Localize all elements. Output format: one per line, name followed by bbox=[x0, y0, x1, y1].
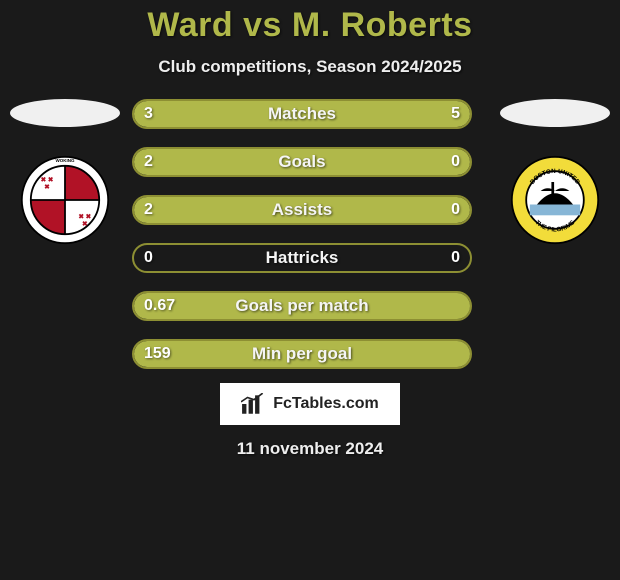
watermark-chart-icon bbox=[241, 393, 267, 415]
left-player-col: WOKING bbox=[10, 99, 120, 245]
stat-bar: 20Goals bbox=[132, 147, 472, 177]
watermark-text: FcTables.com bbox=[273, 395, 379, 413]
comparison-infographic: Ward vs M. Roberts Club competitions, Se… bbox=[0, 0, 620, 580]
crest-left-woking: WOKING bbox=[20, 155, 110, 245]
stat-bar: 35Matches bbox=[132, 99, 472, 129]
main-row: WOKING 35Matches 20Goals 20Assists 00Hattri… bbox=[10, 99, 610, 369]
bar-label: Goals per match bbox=[134, 293, 470, 319]
player-photo-placeholder-left bbox=[10, 99, 120, 127]
bar-label: Min per goal bbox=[134, 341, 470, 367]
bars-column: 35Matches 20Goals 20Assists 00Hattricks 0.67… bbox=[132, 99, 488, 369]
bar-label: Hattricks bbox=[134, 245, 470, 271]
bar-label: Matches bbox=[134, 101, 470, 127]
stat-bar: 159Min per goal bbox=[132, 339, 472, 369]
date: 11 november 2024 bbox=[237, 439, 383, 459]
player-photo-placeholder-right bbox=[500, 99, 610, 127]
stat-bar: 20Assists bbox=[132, 195, 472, 225]
crest-right-boston-united: BOSTON UNITED THE PILGRIMS bbox=[510, 155, 600, 245]
bar-label: Assists bbox=[134, 197, 470, 223]
svg-text:WOKING: WOKING bbox=[56, 158, 75, 163]
watermark: FcTables.com bbox=[220, 383, 400, 425]
stat-bar: 0.67Goals per match bbox=[132, 291, 472, 321]
bar-label: Goals bbox=[134, 149, 470, 175]
stat-bar: 00Hattricks bbox=[132, 243, 472, 273]
title: Ward vs M. Roberts bbox=[147, 6, 472, 45]
right-player-col: BOSTON UNITED THE PILGRIMS bbox=[500, 99, 610, 245]
subtitle: Club competitions, Season 2024/2025 bbox=[158, 57, 461, 77]
